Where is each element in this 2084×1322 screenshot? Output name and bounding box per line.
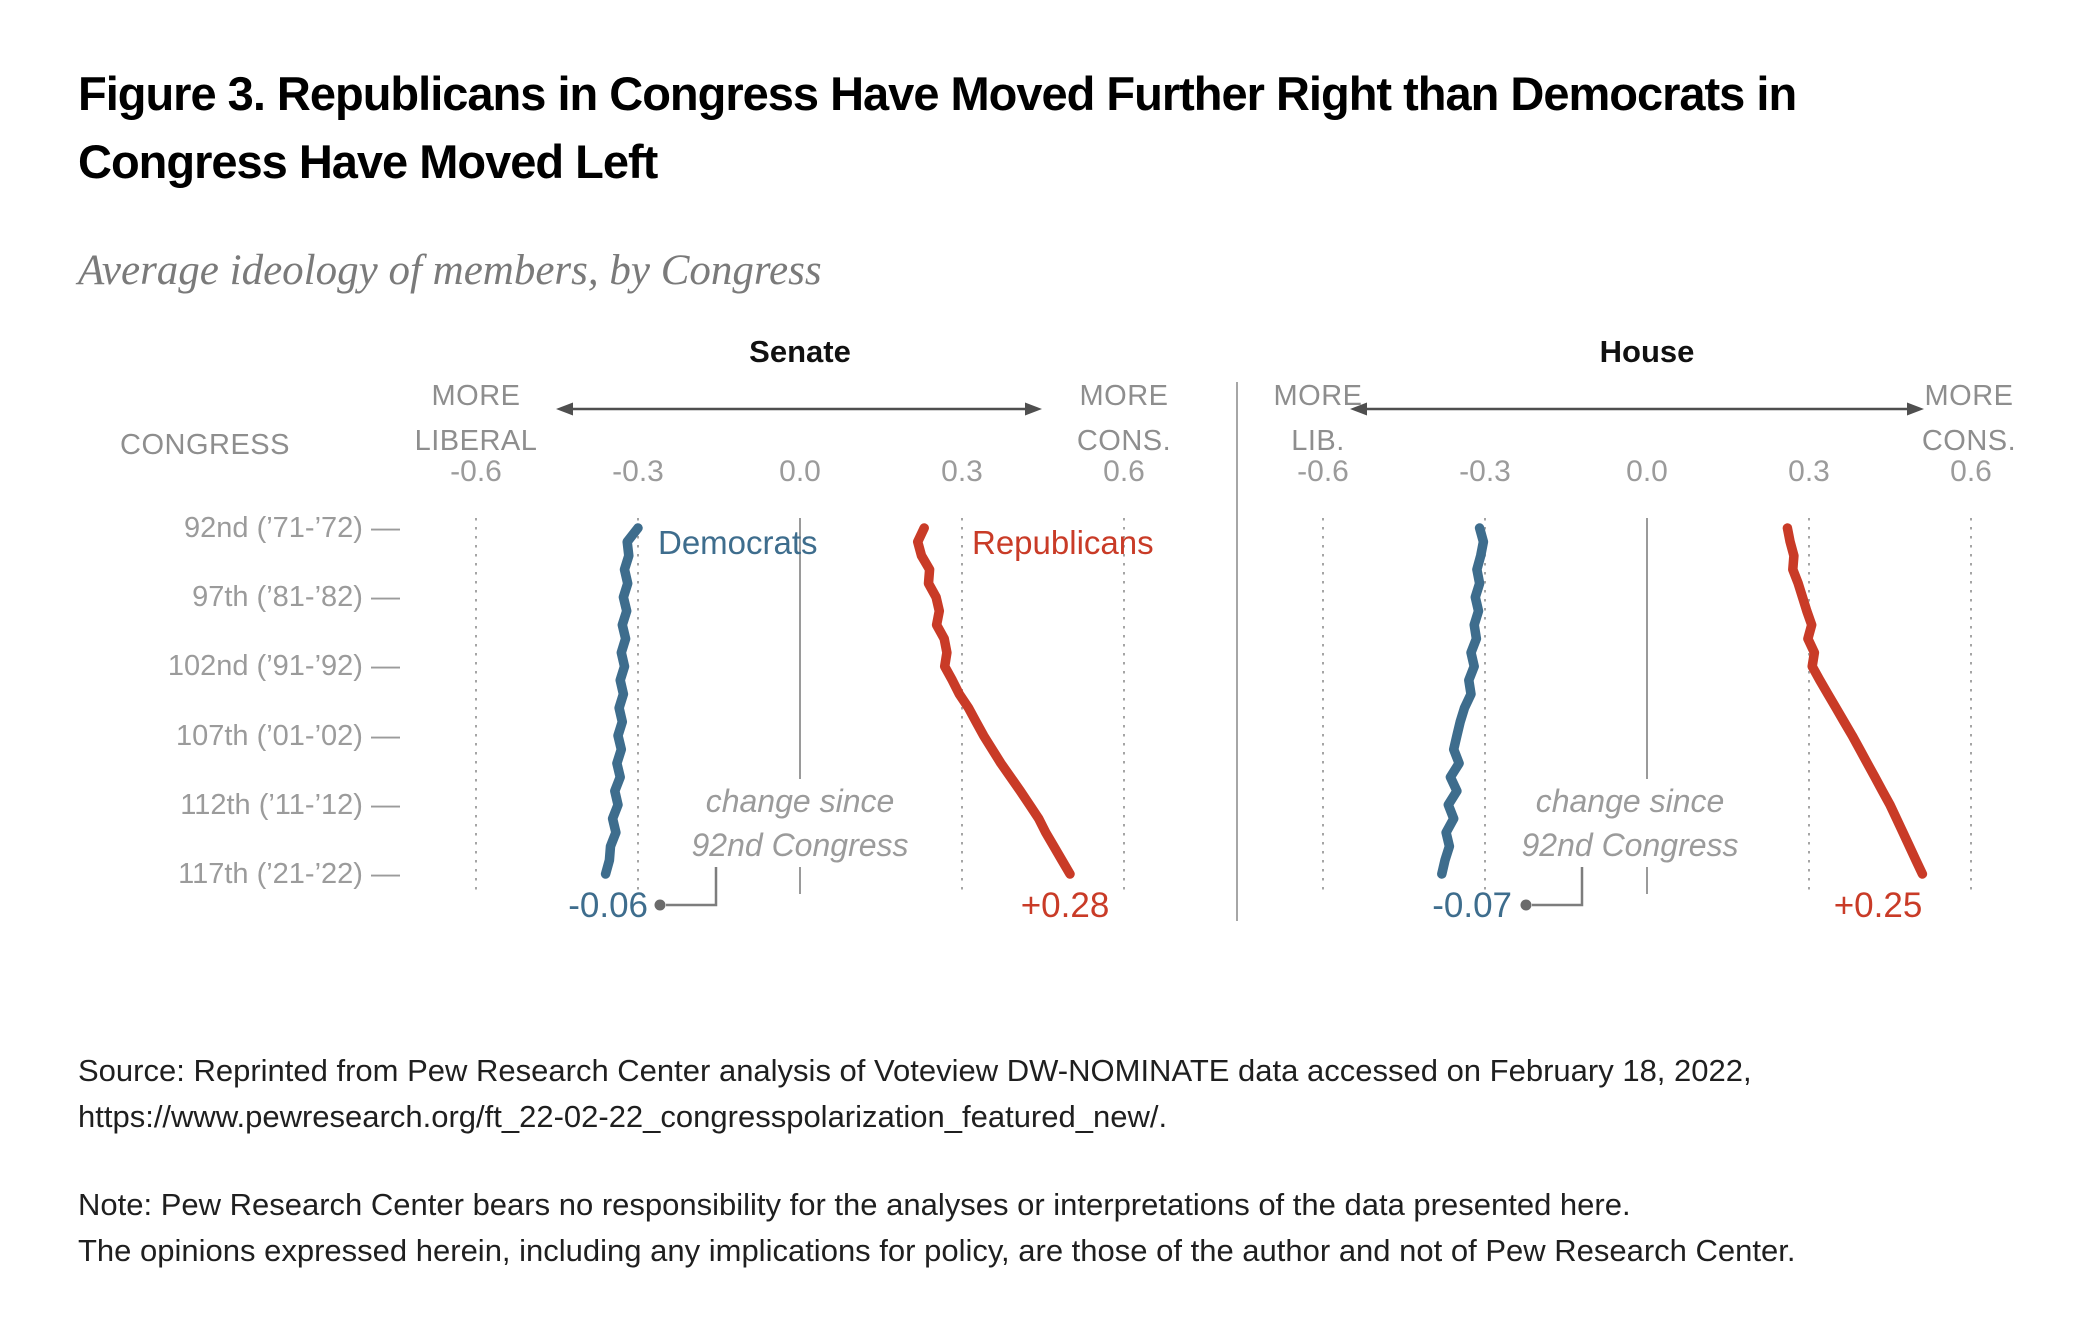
change-annotation-line: change since bbox=[705, 783, 895, 819]
source-text-line2: https://www.pewresearch.org/ft_22-02-22_… bbox=[78, 1099, 1168, 1134]
senate-rep-change-value: +0.28 bbox=[1020, 886, 1110, 925]
congress-row-label: 117th (’21-’22) — bbox=[178, 858, 400, 890]
x-tick-label: -0.3 bbox=[612, 455, 664, 488]
arrowhead-left bbox=[1350, 402, 1367, 416]
senate-direction-right-label: MORE CONS. bbox=[1004, 374, 1244, 464]
direction-label-line: MORE bbox=[1924, 380, 2014, 412]
figure-title-line2: Congress Have Moved Left bbox=[78, 135, 658, 188]
panel-title-house: House bbox=[1599, 334, 1695, 369]
senate-direction-left-label: MORE LIBERAL bbox=[356, 374, 596, 464]
x-tick-label: 0.3 bbox=[1788, 455, 1830, 488]
change-callout-dot bbox=[654, 899, 666, 911]
figure-title: Figure 3. Republicans in Congress Have M… bbox=[78, 60, 2038, 196]
note-text-line1: Note: Pew Research Center bears no respo… bbox=[78, 1187, 1631, 1222]
congress-row-label: 112th (’11-’12) — bbox=[180, 788, 400, 821]
arrowhead-right bbox=[1025, 402, 1042, 416]
congress-row-label: 92nd (’71-’72) — bbox=[184, 512, 400, 544]
republicans-series-label: Republicans bbox=[972, 524, 1154, 561]
senate-dem-change-value: -0.06 bbox=[568, 886, 648, 925]
house-rep-change-value: +0.25 bbox=[1833, 886, 1923, 925]
figure-title-line1: Figure 3. Republicans in Congress Have M… bbox=[78, 67, 1797, 120]
x-tick-label: 0.6 bbox=[1950, 455, 1992, 488]
x-tick-label: 0.0 bbox=[1626, 455, 1668, 488]
house-dem-change-value: -0.07 bbox=[1432, 886, 1512, 925]
democrats-series-label: Democrats bbox=[658, 524, 818, 561]
panel-title-senate: Senate bbox=[749, 334, 851, 369]
house-direction-left-label: MORE LIB. bbox=[1198, 374, 1438, 464]
series-line-democrats bbox=[1437, 523, 1489, 879]
source-text-line1: Source: Reprinted from Pew Research Cent… bbox=[78, 1053, 1752, 1088]
change-callout-line bbox=[666, 858, 718, 907]
arrowhead-right bbox=[1907, 402, 1924, 416]
direction-label-line: MORE bbox=[431, 380, 521, 412]
change-annotation-line: 92nd Congress bbox=[1521, 827, 1739, 863]
x-tick-label: -0.3 bbox=[1459, 455, 1511, 488]
change-callout-dot bbox=[1520, 899, 1532, 911]
x-tick-label: -0.6 bbox=[450, 455, 502, 488]
x-tick-label: 0.3 bbox=[941, 455, 983, 488]
senate-change-annotation: change since 92nd Congress bbox=[685, 779, 915, 867]
congress-row-label: 97th (’81-’82) — bbox=[192, 581, 400, 614]
arrowhead-left bbox=[556, 402, 573, 416]
change-annotation-line: 92nd Congress bbox=[691, 827, 909, 863]
direction-label-line: LIB. bbox=[1291, 425, 1345, 457]
direction-label-line: MORE bbox=[1273, 380, 1363, 412]
direction-label-line: CONS. bbox=[1921, 425, 2017, 457]
x-tick-label: 0.0 bbox=[779, 455, 821, 488]
direction-label-line: LIBERAL bbox=[414, 425, 538, 457]
x-tick-label: 0.6 bbox=[1103, 455, 1145, 488]
series-line-republicans bbox=[1782, 523, 1928, 879]
series-line-republicans bbox=[912, 523, 1075, 879]
congress-row-label: 107th (’01-’02) — bbox=[175, 719, 400, 752]
direction-label-line: CONS. bbox=[1076, 425, 1172, 457]
direction-label-line: MORE bbox=[1079, 380, 1169, 412]
series-line-democrats bbox=[600, 523, 643, 879]
note-text-line2: The opinions expressed herein, including… bbox=[78, 1233, 1796, 1268]
congress-axis-header: CONGRESS bbox=[120, 429, 290, 461]
house-change-annotation: change since 92nd Congress bbox=[1515, 779, 1745, 867]
congress-row-label: 102nd (’91-’92) — bbox=[167, 650, 400, 683]
x-tick-label: -0.6 bbox=[1297, 455, 1349, 488]
change-annotation-line: change since bbox=[1535, 783, 1725, 819]
house-direction-right-label: MORE CONS. bbox=[1849, 374, 2084, 464]
figure-subtitle: Average ideology of members, by Congress bbox=[78, 247, 822, 294]
change-callout-line bbox=[1532, 858, 1584, 907]
